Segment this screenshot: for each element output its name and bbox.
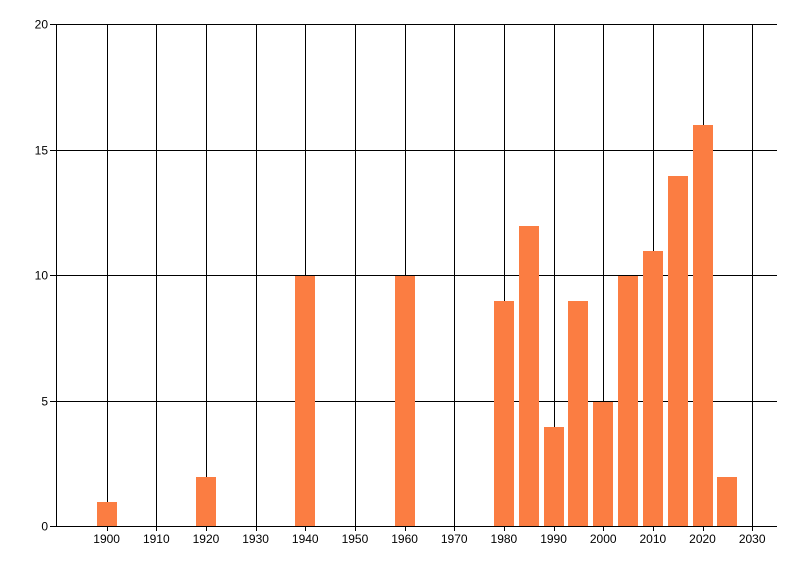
x-tick-label: 2000 bbox=[589, 532, 617, 546]
x-tick bbox=[752, 527, 754, 531]
y-tick bbox=[50, 275, 57, 276]
x-tick-label: 1940 bbox=[291, 532, 319, 546]
x-tick-label: 2030 bbox=[738, 532, 766, 546]
y-tick-label: 15 bbox=[34, 142, 48, 157]
bar bbox=[618, 276, 639, 527]
x-tick bbox=[503, 527, 505, 531]
x-gridline bbox=[354, 25, 356, 527]
y-tick bbox=[50, 526, 57, 527]
bar bbox=[593, 401, 614, 527]
x-gridline bbox=[752, 25, 754, 527]
x-tick bbox=[652, 527, 654, 531]
x-axis-line bbox=[56, 526, 777, 527]
bar bbox=[717, 476, 738, 527]
x-tick-label: 1900 bbox=[93, 532, 120, 546]
y-tick bbox=[50, 400, 57, 402]
bar bbox=[518, 225, 539, 527]
x-tick bbox=[305, 527, 307, 531]
bar bbox=[493, 301, 514, 527]
x-tick bbox=[106, 527, 108, 531]
bar bbox=[568, 301, 589, 527]
bar bbox=[295, 276, 316, 527]
x-tick-label: 2010 bbox=[639, 532, 667, 546]
y-axis-line bbox=[56, 25, 57, 527]
x-gridline bbox=[106, 25, 108, 527]
x-tick-label: 1930 bbox=[242, 532, 269, 546]
x-tick bbox=[603, 527, 605, 531]
x-tick-label: 1960 bbox=[391, 532, 418, 546]
y-gridline bbox=[57, 24, 777, 25]
bar bbox=[543, 426, 564, 527]
x-tick bbox=[255, 527, 257, 531]
x-tick-label: 1920 bbox=[192, 532, 220, 546]
y-tick bbox=[50, 149, 57, 151]
x-tick bbox=[205, 527, 207, 531]
plot-area: 0 5 10 15 20 1900 1910 1920 1930 1940 1950 1960 1970… bbox=[35, 18, 777, 545]
x-tick-label: 1970 bbox=[440, 532, 468, 546]
x-gridline bbox=[553, 25, 555, 527]
bar bbox=[195, 476, 216, 527]
y-tick-label: 5 bbox=[41, 393, 48, 408]
x-tick bbox=[702, 527, 704, 531]
bar bbox=[667, 175, 688, 527]
y-tick-label: 0 bbox=[41, 519, 48, 534]
y-tick-label: 20 bbox=[34, 17, 48, 32]
x-gridline bbox=[205, 25, 207, 527]
x-tick-label: 2020 bbox=[689, 532, 716, 546]
x-gridline bbox=[255, 25, 257, 527]
x-tick bbox=[354, 527, 356, 531]
y-tick-label: 10 bbox=[34, 268, 48, 283]
x-gridline bbox=[603, 25, 605, 527]
x-tick bbox=[454, 527, 456, 531]
x-gridline bbox=[156, 25, 158, 527]
bar bbox=[692, 125, 713, 527]
x-gridline bbox=[454, 25, 456, 527]
x-tick-label: 1980 bbox=[490, 532, 518, 546]
x-gridline bbox=[503, 25, 505, 527]
bar bbox=[96, 501, 117, 527]
x-tick bbox=[553, 527, 555, 531]
x-tick bbox=[404, 527, 406, 531]
y-tick bbox=[50, 24, 57, 25]
y-gridline bbox=[57, 149, 777, 151]
x-tick-label: 1950 bbox=[341, 532, 369, 546]
bar bbox=[394, 276, 415, 527]
x-tick bbox=[156, 527, 158, 531]
y-gridline bbox=[57, 275, 777, 276]
bar bbox=[642, 250, 663, 527]
y-gridline bbox=[57, 400, 777, 402]
x-tick-label: 1910 bbox=[142, 532, 170, 546]
x-tick-label: 1990 bbox=[540, 532, 567, 546]
